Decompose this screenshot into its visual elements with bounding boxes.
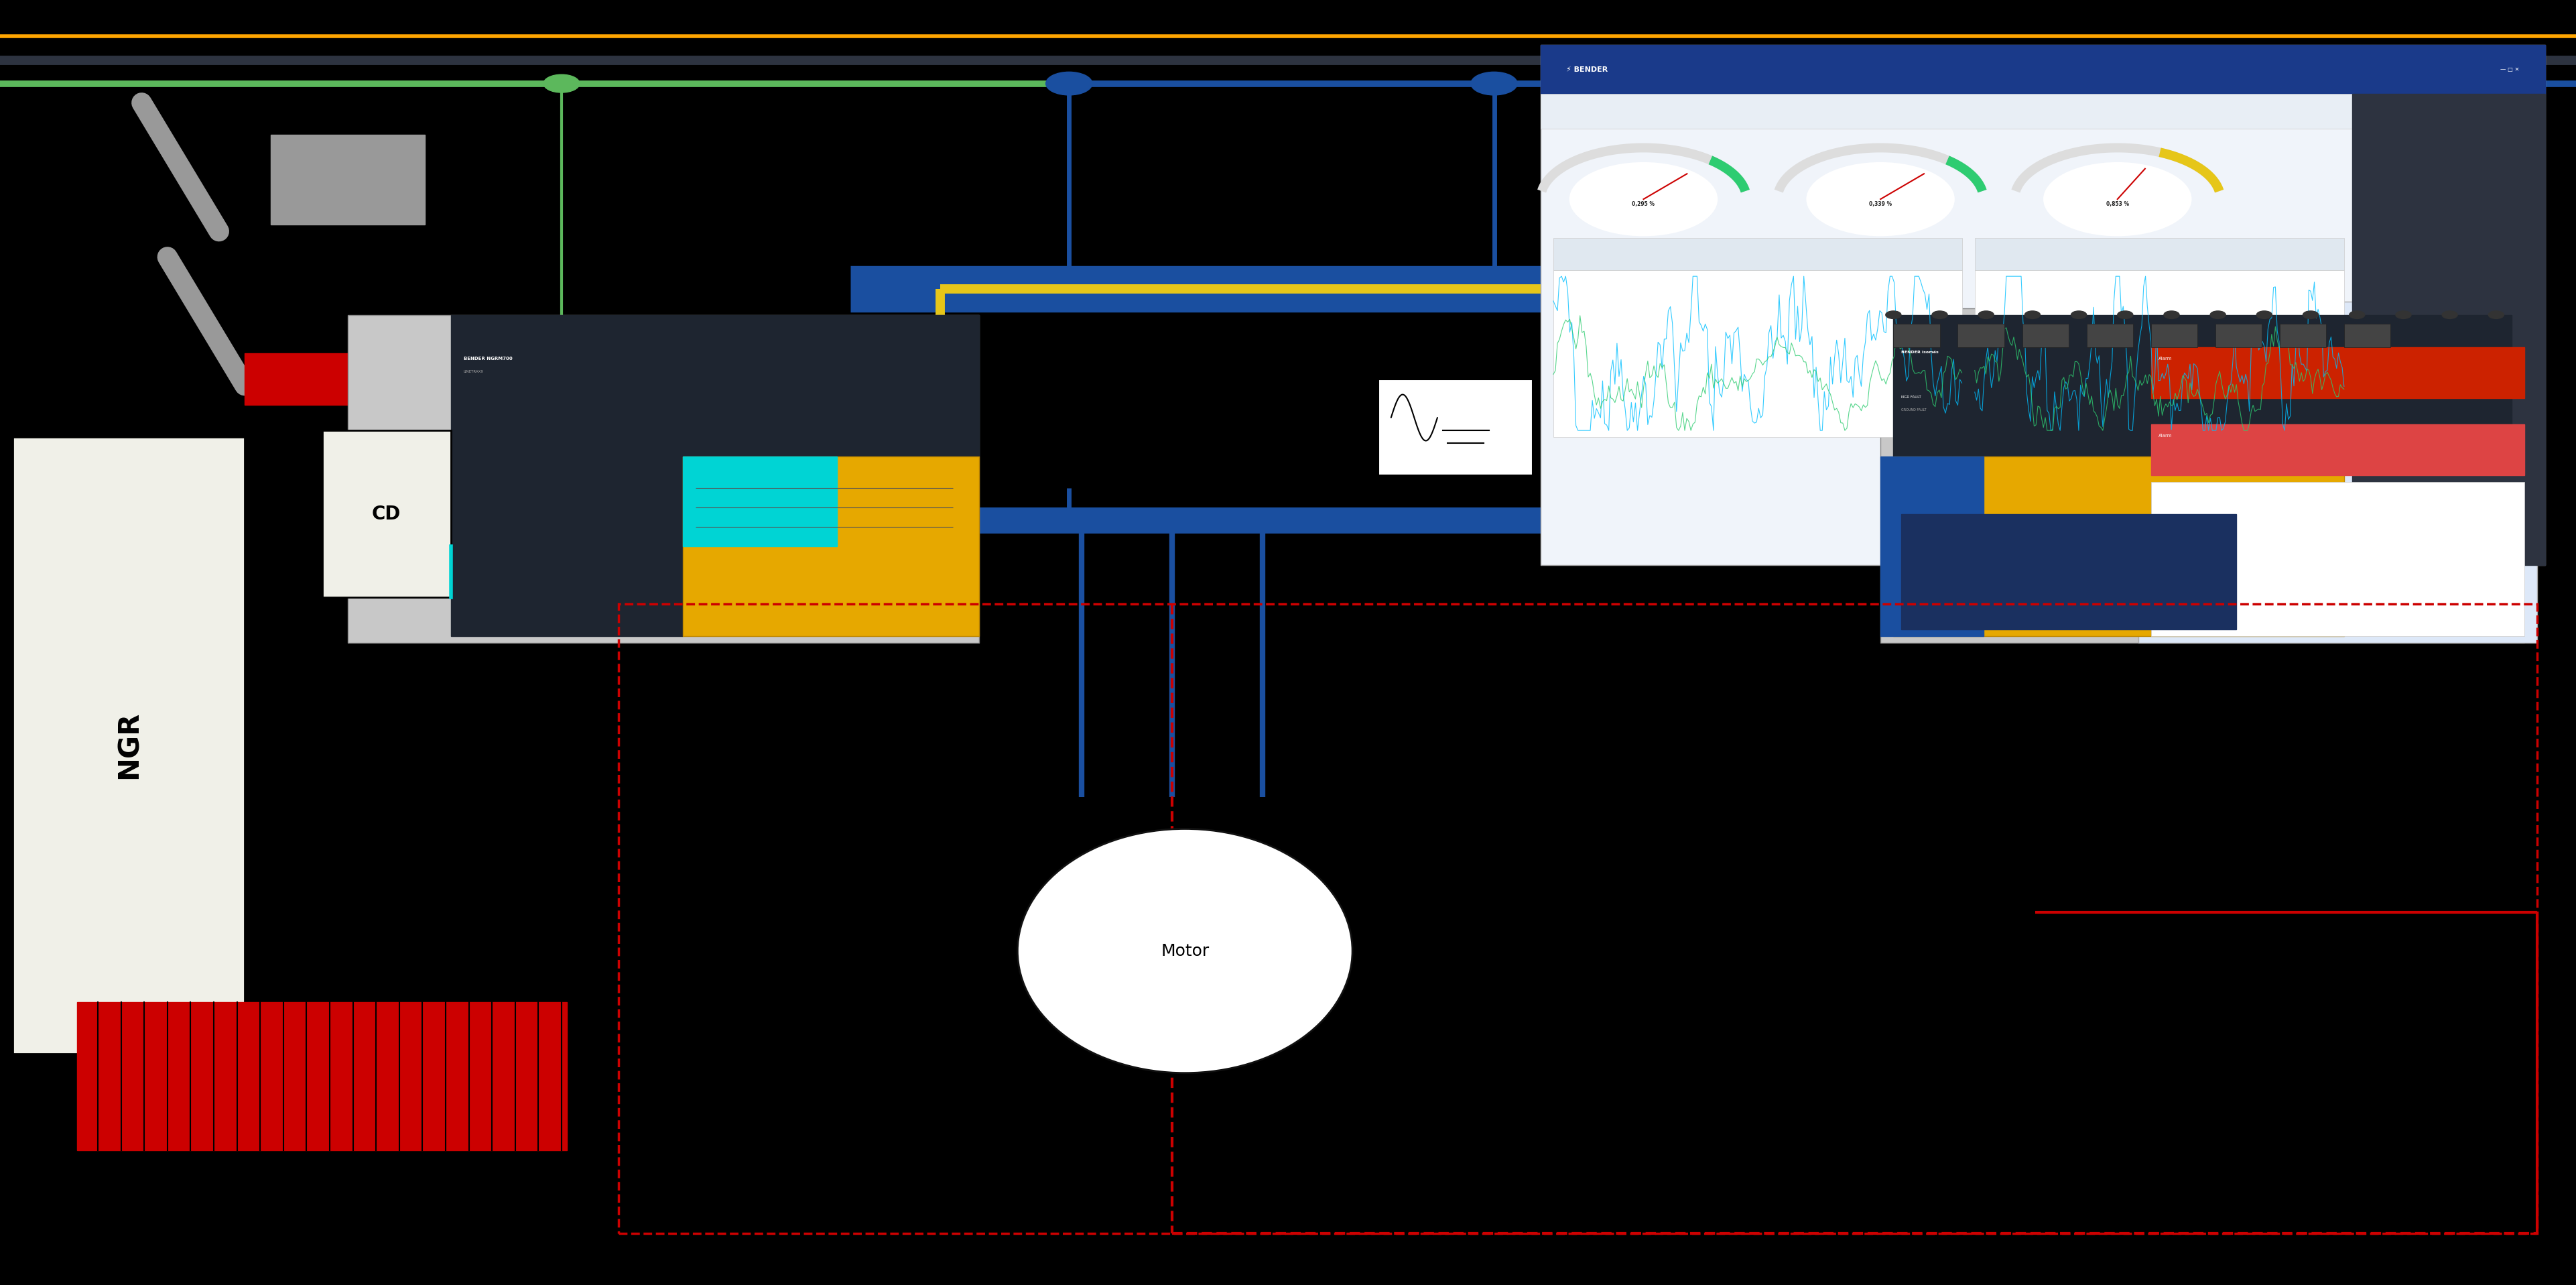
- Circle shape: [2210, 311, 2226, 319]
- Bar: [2138, 302, 2537, 642]
- Bar: [245, 353, 837, 405]
- Circle shape: [1886, 311, 1901, 319]
- Bar: [77, 1002, 567, 1150]
- Circle shape: [2025, 311, 2040, 319]
- Text: BENDER NGRM700: BENDER NGRM700: [464, 356, 513, 361]
- Text: GROUND FAULT: GROUND FAULT: [1901, 409, 1927, 412]
- Bar: [683, 456, 979, 636]
- Bar: [618, 604, 2537, 1234]
- Text: 0,339 %: 0,339 %: [1870, 202, 1891, 207]
- Bar: [1976, 270, 2344, 437]
- Bar: [1540, 94, 2545, 129]
- Text: — □ ✕: — □ ✕: [2501, 67, 2519, 72]
- Bar: [270, 135, 425, 225]
- Bar: [13, 437, 245, 1054]
- Circle shape: [1806, 162, 1955, 236]
- Bar: [2151, 324, 2197, 347]
- Circle shape: [2396, 311, 2411, 319]
- Circle shape: [2488, 311, 2504, 319]
- Circle shape: [2303, 311, 2318, 319]
- Bar: [451, 315, 979, 456]
- Bar: [2087, 324, 2133, 347]
- Text: NGR FAULT: NGR FAULT: [1901, 396, 1922, 400]
- Text: LINETRAXX: LINETRAXX: [464, 370, 484, 374]
- Bar: [2151, 424, 2524, 475]
- Text: BENDER isomés: BENDER isomés: [1901, 351, 1940, 355]
- Text: 0,295 %: 0,295 %: [1633, 202, 1654, 207]
- Text: Alarm: Alarm: [2159, 433, 2172, 438]
- Text: Alarm: Alarm: [2159, 356, 2172, 361]
- Bar: [2215, 324, 2262, 347]
- Bar: [322, 430, 451, 598]
- Bar: [1378, 379, 1533, 475]
- Circle shape: [1046, 72, 1092, 95]
- Bar: [1958, 324, 2004, 347]
- Bar: [1901, 514, 2236, 630]
- Bar: [1893, 315, 2512, 456]
- Bar: [2352, 94, 2545, 565]
- Bar: [2151, 347, 2524, 398]
- Circle shape: [2164, 311, 2179, 319]
- Circle shape: [1978, 311, 1994, 319]
- Circle shape: [2117, 311, 2133, 319]
- Bar: [1880, 456, 1984, 636]
- Text: NGR: NGR: [116, 712, 142, 779]
- Bar: [683, 456, 837, 546]
- Bar: [2151, 482, 2524, 636]
- Bar: [2344, 324, 2391, 347]
- Bar: [1893, 324, 1940, 347]
- Circle shape: [2442, 311, 2458, 319]
- Circle shape: [1471, 72, 1517, 95]
- Circle shape: [544, 75, 580, 93]
- Circle shape: [2257, 311, 2272, 319]
- Circle shape: [1569, 162, 1718, 236]
- Text: ⚡ BENDER: ⚡ BENDER: [1566, 66, 1607, 73]
- Bar: [451, 456, 683, 636]
- Text: Motor: Motor: [1162, 943, 1208, 959]
- Bar: [1976, 238, 2344, 270]
- Circle shape: [2043, 162, 2192, 236]
- Bar: [348, 315, 979, 642]
- Text: 0,853 %: 0,853 %: [2107, 202, 2128, 207]
- Ellipse shape: [1018, 829, 1352, 1073]
- Bar: [2022, 324, 2069, 347]
- Circle shape: [2349, 311, 2365, 319]
- Text: CD: CD: [371, 505, 402, 523]
- Circle shape: [1932, 311, 1947, 319]
- Bar: [1553, 270, 1963, 437]
- Bar: [1540, 45, 2545, 565]
- Bar: [1880, 308, 2524, 642]
- Bar: [1540, 45, 2545, 94]
- Bar: [1893, 456, 2344, 636]
- Circle shape: [2071, 311, 2087, 319]
- Bar: [2280, 324, 2326, 347]
- Bar: [1553, 238, 1963, 270]
